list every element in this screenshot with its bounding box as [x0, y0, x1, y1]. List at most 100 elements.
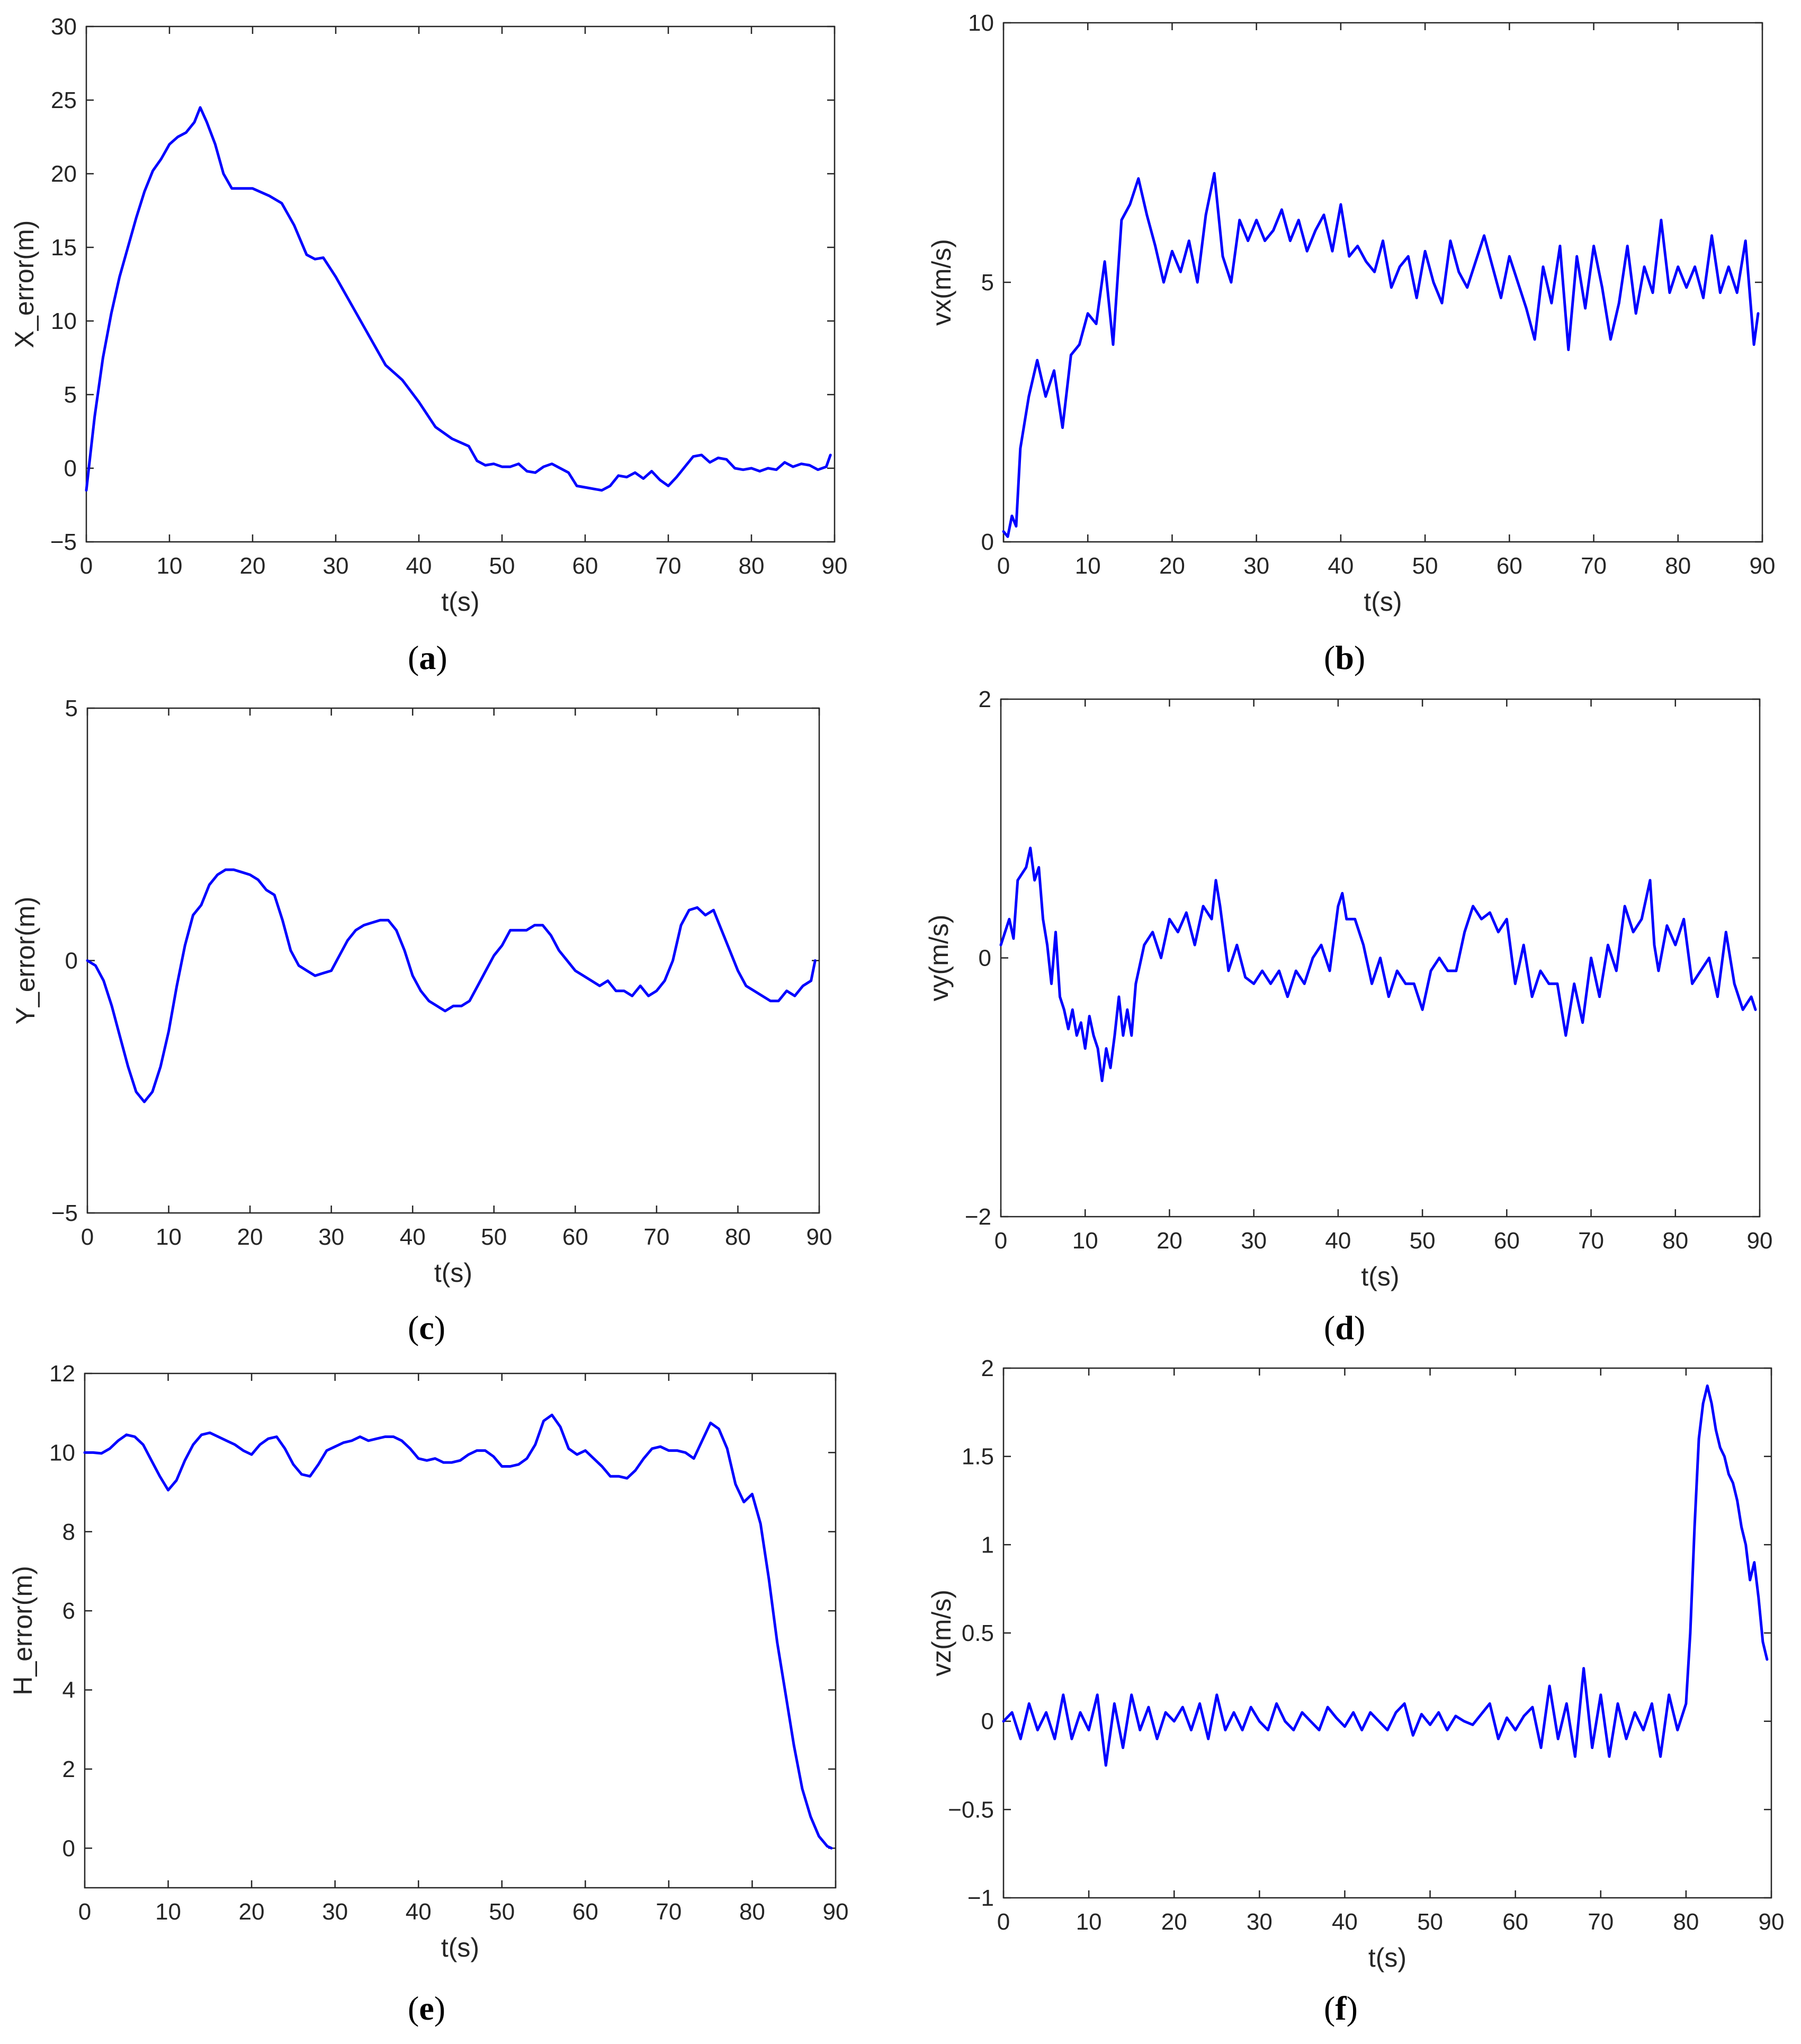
x-tick-label: 30 — [1241, 1228, 1267, 1254]
y-axis-label: vy(m/s) — [924, 915, 954, 1002]
x-tick-label: 80 — [1662, 1228, 1688, 1254]
plot-frame — [85, 25, 836, 543]
x-tick-label: 40 — [1332, 1909, 1358, 1935]
plot-frame — [1002, 1367, 1772, 1899]
y-tick-label: 0.5 — [962, 1620, 994, 1646]
x-tick-label: 10 — [155, 1899, 181, 1925]
x-tick-label: 10 — [156, 1224, 182, 1250]
chart-panel-a: 0 10 20 30 40 50 60 70 80 90−5051015202530t(s)X_e… — [10, 14, 847, 617]
y-tick-label: 0 — [64, 456, 77, 481]
x-tick-label: 80 — [1665, 553, 1691, 579]
x-tick-label: 20 — [239, 1899, 265, 1925]
x-tick-label: 20 — [240, 553, 266, 579]
y-axis-label: Y_error(m) — [11, 897, 40, 1025]
x-tick-label: 30 — [323, 553, 349, 579]
x-tick-label: 0 — [81, 1224, 94, 1250]
x-tick-label: 70 — [656, 553, 682, 579]
y-tick-label: −2 — [965, 1204, 991, 1230]
caption-a: (a) — [408, 639, 447, 676]
x-tick-label: 10 — [1076, 1909, 1102, 1935]
y-axis-label: H_error(m) — [8, 1566, 38, 1695]
x-tick-label: 0 — [80, 553, 93, 579]
series-line-e-0 — [83, 1413, 833, 1850]
y-tick-label: 0 — [981, 1709, 994, 1735]
x-axis-label: t(s) — [434, 1258, 472, 1288]
x-tick-label: 20 — [1157, 1228, 1182, 1254]
x-tick-label: 90 — [822, 553, 848, 579]
x-tick-label: 30 — [1243, 553, 1269, 579]
y-tick-label: 6 — [62, 1598, 75, 1624]
x-tick-label: 50 — [481, 1224, 507, 1250]
y-tick-label: 1.5 — [962, 1444, 994, 1470]
y-tick-label: 5 — [981, 270, 994, 296]
y-tick-label: 10 — [49, 1440, 75, 1466]
x-tick-label: 80 — [739, 553, 765, 579]
x-tick-label: 60 — [572, 553, 598, 579]
x-axis-label: t(s) — [1364, 587, 1402, 617]
caption-d: (d) — [1324, 1309, 1366, 1346]
y-tick-label: 10 — [51, 308, 77, 334]
y-tick-label: 0 — [979, 945, 991, 971]
x-tick-label: 20 — [1159, 553, 1185, 579]
series-line-a-0 — [85, 106, 832, 492]
caption-c: (c) — [408, 1309, 446, 1346]
x-tick-label: 0 — [997, 553, 1010, 579]
series-line-d-0 — [999, 846, 1757, 1082]
x-tick-label: 30 — [318, 1224, 344, 1250]
y-tick-label: 1 — [981, 1532, 994, 1558]
series-line-f-0 — [1002, 1384, 1769, 1767]
y-tick-label: 2 — [62, 1756, 75, 1782]
x-tick-label: 60 — [1502, 1909, 1528, 1935]
x-tick-label: 70 — [1578, 1228, 1604, 1254]
x-tick-label: 0 — [78, 1899, 91, 1925]
y-tick-label: 0 — [62, 1835, 75, 1861]
y-axis-label: vz(m/s) — [927, 1590, 956, 1676]
x-tick-label: 40 — [1328, 553, 1354, 579]
plot-frame — [84, 1372, 837, 1889]
x-tick-label: 30 — [322, 1899, 348, 1925]
x-tick-label: 50 — [1417, 1909, 1443, 1935]
x-tick-label: 60 — [1494, 1228, 1520, 1254]
caption-e: (e) — [408, 1989, 446, 2027]
x-tick-label: 50 — [489, 553, 515, 579]
y-tick-label: 0 — [65, 948, 78, 974]
x-tick-label: 0 — [997, 1909, 1010, 1935]
y-axis-label: vx(m/s) — [927, 239, 956, 326]
x-tick-label: 50 — [489, 1899, 515, 1925]
chart-panel-e: 0 10 20 30 40 50 60 70 80 90 0 2 4 6 8 10 12 t(s) H_error(… — [8, 1361, 848, 1962]
x-tick-label: 40 — [400, 1224, 426, 1250]
series-line-c-0 — [86, 868, 817, 1103]
x-tick-label: 70 — [643, 1224, 669, 1250]
y-tick-label: 30 — [51, 14, 77, 40]
y-tick-label: −5 — [51, 1200, 78, 1226]
y-tick-label: 0 — [981, 529, 994, 555]
caption-b: (b) — [1324, 639, 1366, 676]
y-tick-label: 8 — [62, 1519, 75, 1545]
x-tick-label: 20 — [1161, 1909, 1187, 1935]
y-tick-label: 20 — [51, 161, 77, 187]
x-tick-label: 0 — [994, 1228, 1007, 1254]
x-tick-label: 60 — [562, 1224, 588, 1250]
x-tick-label: 50 — [1412, 553, 1438, 579]
caption-f: (f) — [1324, 1989, 1358, 2027]
x-tick-label: 10 — [1072, 1228, 1098, 1254]
y-tick-label: −5 — [50, 529, 77, 555]
y-tick-label: −0.5 — [948, 1797, 994, 1823]
y-tick-label: 10 — [968, 10, 994, 36]
x-tick-label: 80 — [1673, 1909, 1699, 1935]
series-line-b-0 — [1002, 172, 1760, 538]
x-axis-label: t(s) — [441, 1933, 479, 1962]
chart-panel-f: 0 10 20 30 40 50 60 70 80 90 −1 −0.5 0 0.5 1 1.5 2 t(s) vz… — [927, 1355, 1784, 1972]
x-tick-label: 30 — [1247, 1909, 1273, 1935]
x-tick-label: 60 — [572, 1899, 598, 1925]
x-tick-label: 10 — [157, 553, 183, 579]
x-tick-label: 70 — [1581, 553, 1607, 579]
x-tick-label: 90 — [823, 1899, 849, 1925]
x-tick-label: 70 — [656, 1899, 682, 1925]
x-tick-label: 90 — [1750, 553, 1776, 579]
x-tick-label: 70 — [1588, 1909, 1614, 1935]
